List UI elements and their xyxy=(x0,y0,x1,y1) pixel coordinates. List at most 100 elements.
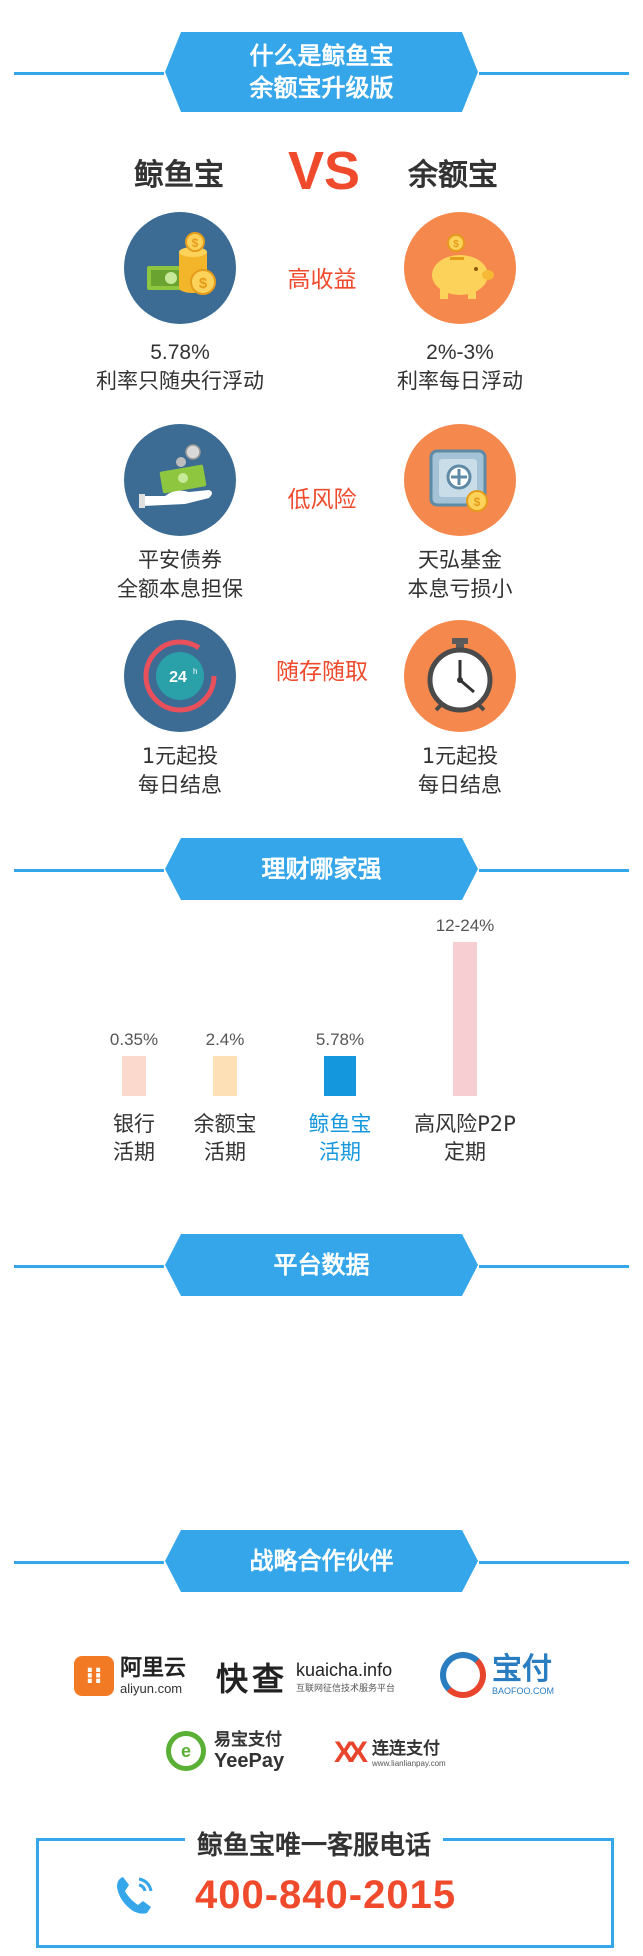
svg-text:$: $ xyxy=(474,495,481,509)
right-product-name: 余额宝 xyxy=(408,158,498,193)
svg-text:$: $ xyxy=(199,275,208,292)
banner-title-line1: 什么是鲸鱼宝 xyxy=(249,42,394,70)
yeepay-icon: e xyxy=(166,1731,206,1771)
yeepay-latin: YeePay xyxy=(214,1750,285,1772)
aliyun-name: 阿里云 xyxy=(120,1655,187,1681)
svg-text:24: 24 xyxy=(169,669,187,686)
banner-ribbon: 战略合作伙伴 xyxy=(165,1530,478,1592)
right-rate-desc: 利率每日浮动 xyxy=(397,369,523,393)
svg-text:h: h xyxy=(193,667,197,676)
bar-3 xyxy=(453,942,477,1096)
banner-title-line2: 余额宝升级版 xyxy=(249,74,394,102)
lianlian-icon: XX xyxy=(334,1736,368,1769)
left-guarantor: 平安债券 xyxy=(138,548,222,572)
bar-value-label-1: 2.4% xyxy=(205,1030,245,1049)
bar-value-label-2: 5.78% xyxy=(315,1030,365,1049)
banner-title: 理财哪家强 xyxy=(261,855,382,883)
bar-category-label-1: 余额宝 活期 xyxy=(155,1110,295,1166)
right-compare-text-3: 1元起投 每日结息 xyxy=(350,742,570,800)
banner-line-left xyxy=(14,1265,164,1268)
left-compare-text-1: 5.78% 利率只随央行浮动 xyxy=(70,338,290,396)
partner-baofoo[interactable]: 宝付 BAOFOO.COM xyxy=(440,1652,554,1698)
right-rate: 2%-3% xyxy=(426,341,494,364)
lianlian-name: 连连支付 xyxy=(372,1738,441,1759)
24h-clock-icon: 24 h xyxy=(124,620,236,732)
aliyun-domain: aliyun.com xyxy=(120,1680,183,1696)
customer-service-box: 鲸鱼宝唯一客服电话 400-840-2015 xyxy=(36,1825,614,1948)
bar-category-label-line: 余额宝 xyxy=(193,1112,257,1136)
left-product-name: 鲸鱼宝 xyxy=(134,158,224,193)
piggy-bank-icon: $ xyxy=(404,212,516,324)
bar-1 xyxy=(213,1056,237,1096)
bar-category-label-2: 鲸鱼宝 活期 xyxy=(270,1110,410,1166)
right-compare-text-1: 2%-3% 利率每日浮动 xyxy=(350,338,570,396)
safe-icon: $ xyxy=(404,424,516,536)
svg-text:$: $ xyxy=(192,236,199,250)
banner-line-left xyxy=(14,72,164,75)
right-fund-desc: 本息亏损小 xyxy=(407,577,513,601)
banner-ribbon: 平台数据 xyxy=(165,1234,478,1296)
compare-label-high-return: 高收益 xyxy=(287,267,357,293)
baofoo-name: 宝付 xyxy=(492,1652,552,1687)
partner-kuaicha[interactable]: 快查 kuaicha.info 互联网征信技术服务平台 xyxy=(216,1654,395,1700)
banner-line-left xyxy=(14,1561,164,1564)
alarm-clock-icon xyxy=(404,620,516,732)
left-min-invest: 1元起投 xyxy=(141,744,219,768)
banner-title: 战略合作伙伴 xyxy=(249,1547,394,1575)
compare-label-flexible: 随存随取 xyxy=(276,659,368,685)
banner-ribbon: 什么是鲸鱼宝 余额宝升级版 xyxy=(165,32,478,112)
bar-category-label-line: 活期 xyxy=(204,1140,246,1164)
banner-ribbon: 理财哪家强 xyxy=(165,838,478,900)
lianlian-text: 连连支付 www.lianlianpay.com xyxy=(372,1739,446,1768)
contact-title: 鲸鱼宝唯一客服电话 xyxy=(185,1825,444,1862)
baofoo-text: 宝付 BAOFOO.COM xyxy=(492,1652,555,1697)
right-interest-daily: 每日结息 xyxy=(418,773,502,797)
right-min-invest: 1元起投 xyxy=(421,744,499,768)
right-compare-text-2: 天弘基金 本息亏损小 xyxy=(350,546,570,604)
bar-2 xyxy=(324,1056,356,1096)
section-banner-what: 什么是鲸鱼宝 余额宝升级版 xyxy=(0,32,643,112)
hand-money-icon xyxy=(124,424,236,536)
bar-value-label-3: 12-24% xyxy=(435,916,495,935)
bar-category-label-line: 鲸鱼宝 xyxy=(308,1112,372,1136)
left-interest-daily: 每日结息 xyxy=(138,773,222,797)
kuaicha-text: kuaicha.info 互联网征信技术服务平台 xyxy=(296,1660,395,1694)
yeepay-name: 易宝支付 xyxy=(214,1730,282,1750)
partner-lianlian[interactable]: XX 连连支付 www.lianlianpay.com xyxy=(334,1736,446,1770)
right-fund: 天弘基金 xyxy=(418,548,502,572)
banner-line-right xyxy=(479,1265,629,1268)
banner-title: 平台数据 xyxy=(273,1251,370,1279)
left-compare-text-2: 平安债券 全额本息担保 xyxy=(70,546,290,604)
baofoo-icon xyxy=(440,1652,486,1698)
yeepay-text: 易宝支付 YeePay xyxy=(214,1730,284,1772)
baofoo-domain: BAOFOO.COM xyxy=(492,1686,555,1696)
section-banner-who-strong: 理财哪家强 xyxy=(0,838,643,900)
left-compare-text-3: 1元起投 每日结息 xyxy=(70,742,290,800)
vs-label: VS xyxy=(288,141,361,201)
svg-text:$: $ xyxy=(453,239,459,250)
left-rate-desc: 利率只随央行浮动 xyxy=(96,369,264,393)
bar-category-label-line: 定期 xyxy=(444,1140,486,1164)
banner-line-left xyxy=(14,869,164,872)
compare-label-low-risk: 低风险 xyxy=(287,487,357,513)
contact-phone-number[interactable]: 400-840-2015 xyxy=(195,1873,457,1917)
banner-line-right xyxy=(479,72,629,75)
lianlian-domain: www.lianlianpay.com xyxy=(372,1758,446,1768)
bar-0 xyxy=(122,1056,146,1096)
partner-aliyun[interactable]: ⁝⁝ 阿里云 aliyun.com xyxy=(74,1656,186,1696)
kuaicha-tagline: 互联网征信技术服务平台 xyxy=(296,1684,396,1694)
bar-category-label-3: 高风险P2P 定期 xyxy=(395,1110,535,1166)
bar-value-label-0: 0.35% xyxy=(109,1030,159,1049)
banner-line-right xyxy=(479,1561,629,1564)
return-comparison-chart: 0.35% 银行 活期 2.4% 余额宝 活期 5.78% 鲸鱼宝 活期 12-24% 高风险P2P… xyxy=(0,916,643,1180)
compare-header: 鲸鱼宝 VS 余额宝 xyxy=(0,140,643,201)
kuaicha-name: 快查 xyxy=(216,1660,289,1698)
aliyun-icon: ⁝⁝ xyxy=(74,1656,114,1696)
bar-category-label-line: 高风险P2P xyxy=(414,1112,516,1136)
section-banner-platform: 平台数据 xyxy=(0,1234,643,1296)
money-coins-icon: $ $ xyxy=(124,212,236,324)
partner-yeepay[interactable]: e 易宝支付 YeePay xyxy=(166,1730,284,1772)
phone-icon xyxy=(111,1871,159,1923)
banner-line-right xyxy=(479,869,629,872)
bar-category-label-line: 活期 xyxy=(113,1140,155,1164)
